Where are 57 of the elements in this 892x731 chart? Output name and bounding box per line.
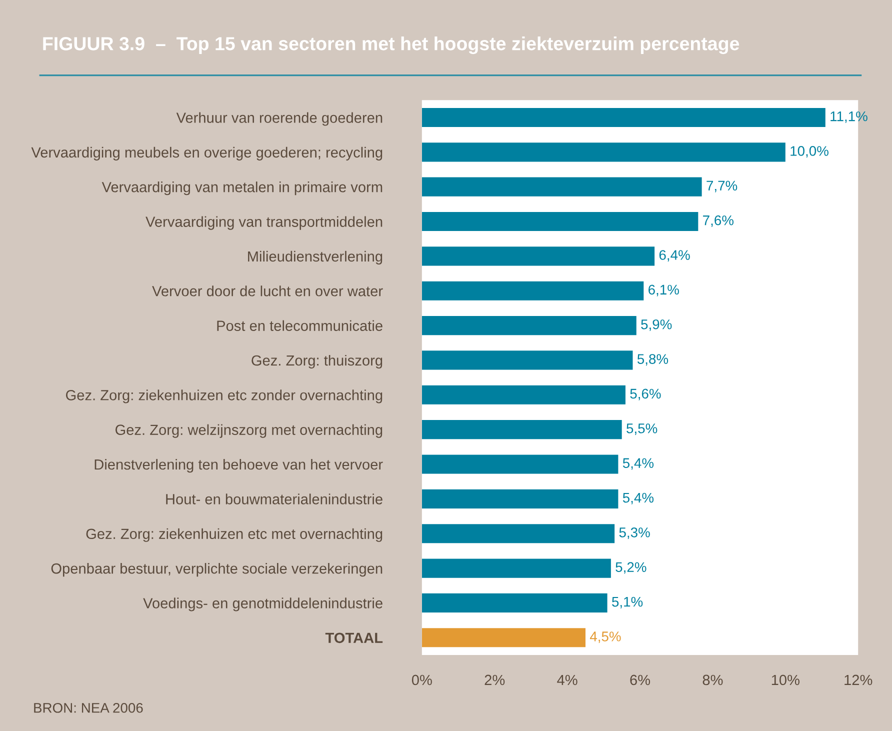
bar bbox=[422, 142, 786, 162]
y-tick-label: Voedings- en genotmiddelenindustrie bbox=[143, 598, 382, 612]
data-label: 5,5% bbox=[626, 424, 658, 435]
bar bbox=[422, 454, 618, 474]
y-tick-label: Gez. Zorg: ziekenhuizen etc zonder overnachting bbox=[66, 390, 382, 404]
chart-title: FIGUUR 3.9 – Top 15 van sectoren met het hoogste ziekteverzuim percentage bbox=[43, 36, 740, 54]
data-label: 10,0% bbox=[790, 146, 828, 158]
data-label: 11,1% bbox=[830, 111, 868, 123]
bar bbox=[422, 420, 622, 440]
y-tick-label: Vervaardiging meubels en overige goederen; recycling bbox=[31, 146, 382, 160]
bar bbox=[422, 212, 698, 232]
y-tick-label: Openbaar bestuur, verplichte sociale verzekeringen bbox=[51, 563, 382, 577]
bar bbox=[422, 385, 626, 404]
data-label: 6,4% bbox=[659, 250, 690, 262]
data-label: 7,6% bbox=[703, 215, 734, 227]
bar bbox=[422, 628, 586, 648]
bar bbox=[422, 281, 644, 300]
data-label: 4,5% bbox=[590, 632, 621, 644]
bar bbox=[422, 316, 636, 336]
bar bbox=[422, 489, 618, 508]
data-label: 7,7% bbox=[706, 180, 738, 192]
bar bbox=[422, 524, 615, 544]
y-tick-label: Dienstverlening ten behoeve van het vervoer bbox=[94, 458, 383, 473]
bar bbox=[422, 177, 702, 196]
y-tick-label: Vervoer door de lucht en over water bbox=[152, 286, 383, 296]
data-label: 5,4% bbox=[622, 458, 654, 470]
bar bbox=[422, 558, 611, 578]
y-tick-label: Gez. Zorg: ziekenhuizen etc met overnachting bbox=[86, 528, 382, 542]
y-tick-label: Gez. Zorg: thuiszorg bbox=[252, 354, 382, 369]
y-tick-label: Verhuur van roerende goederen bbox=[176, 112, 382, 126]
y-tick-label: Hout- en bouwmaterialenindustrie bbox=[166, 494, 382, 504]
bar bbox=[422, 246, 655, 266]
x-tick-label: 8% bbox=[702, 674, 723, 686]
x-tick-label: 12% bbox=[844, 674, 872, 686]
data-label: 5,1% bbox=[612, 596, 643, 608]
data-label: 5,3% bbox=[619, 528, 650, 539]
data-label: 5,8% bbox=[637, 354, 668, 366]
y-tick-label: Post en telecommunicatie bbox=[217, 320, 382, 331]
y-tick-label: Milieudienstverlening bbox=[248, 250, 382, 265]
y-tick-label: TOTAAL bbox=[325, 632, 383, 644]
x-tick-label: 4% bbox=[557, 674, 578, 686]
y-tick-label: Vervaardiging van metalen in primaire vorm bbox=[102, 182, 382, 196]
x-tick-label: 10% bbox=[772, 674, 800, 686]
x-tick-label: 2% bbox=[484, 674, 505, 686]
data-label: 6,1% bbox=[648, 284, 679, 296]
data-label: 5,2% bbox=[616, 562, 646, 574]
bar bbox=[422, 593, 608, 612]
bar bbox=[422, 350, 633, 370]
text: BRON: NEA 2006 bbox=[34, 702, 143, 713]
data-label: 5,4% bbox=[622, 492, 654, 504]
y-tick-label: Gez. Zorg: welzijnszorg met overnachting bbox=[115, 424, 382, 438]
data-label: 5,6% bbox=[630, 388, 661, 400]
data-label: 5,9% bbox=[641, 319, 672, 331]
y-tick-label: Vervaardiging van transportmiddelen bbox=[146, 216, 382, 230]
x-tick-label: 6% bbox=[630, 674, 650, 686]
bar bbox=[422, 108, 826, 128]
x-tick-label: 0% bbox=[412, 674, 432, 686]
